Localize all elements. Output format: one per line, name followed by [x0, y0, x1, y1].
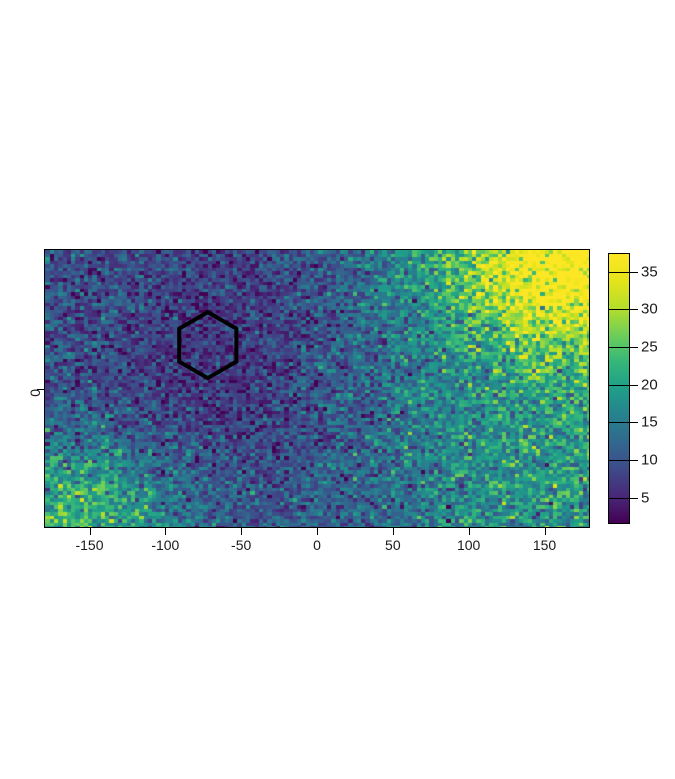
x-tick-label: -100	[151, 537, 180, 553]
colorbar-tick-mark	[608, 460, 638, 461]
x-tick-label: -50	[231, 537, 252, 553]
x-tick-mark	[89, 528, 91, 535]
x-tick-label: 150	[532, 537, 557, 553]
x-tick-label: -150	[75, 537, 104, 553]
colorbar-tick-label: 25	[641, 338, 658, 356]
colorbar-tick-mark	[608, 347, 638, 349]
colorbar-tick-label: 15	[641, 413, 658, 431]
colorbar-tick-mark	[608, 271, 638, 273]
x-tick-mark	[241, 528, 243, 535]
colorbar: 5 10 15 20 25 30 35	[608, 253, 668, 524]
colorbar-tick-label: 10	[641, 451, 658, 469]
x-tick-label: 50	[385, 537, 401, 553]
y-tick-mark	[37, 388, 44, 390]
colorbar-tick-mark	[608, 422, 638, 424]
x-tick-label: 0	[313, 537, 321, 553]
colorbar-tick-label: 30	[641, 300, 658, 318]
x-tick-mark	[317, 528, 318, 535]
y-tick-label: 0	[27, 388, 43, 397]
colorbar-tick-mark	[608, 497, 638, 499]
x-tick-mark	[392, 528, 394, 535]
colorbar-gradient-fill	[609, 254, 629, 523]
x-tick-mark	[544, 528, 546, 535]
x-tick-label: 100	[456, 537, 481, 553]
y-axis: 0	[10, 249, 44, 528]
x-tick-mark	[165, 528, 167, 535]
heatmap-image	[45, 250, 589, 527]
colorbar-tick-label: 35	[641, 263, 658, 281]
x-tick-mark	[468, 528, 470, 535]
colorbar-gradient-bar	[608, 253, 630, 524]
colorbar-tick-label: 5	[641, 489, 650, 507]
heatmap-panel[interactable]	[44, 249, 590, 528]
colorbar-tick-mark	[608, 309, 638, 311]
colorbar-tick-label: 20	[641, 376, 658, 394]
colorbar-tick-mark	[608, 384, 638, 386]
x-axis: -150 -100 -50 0 50 100 150	[44, 528, 590, 562]
